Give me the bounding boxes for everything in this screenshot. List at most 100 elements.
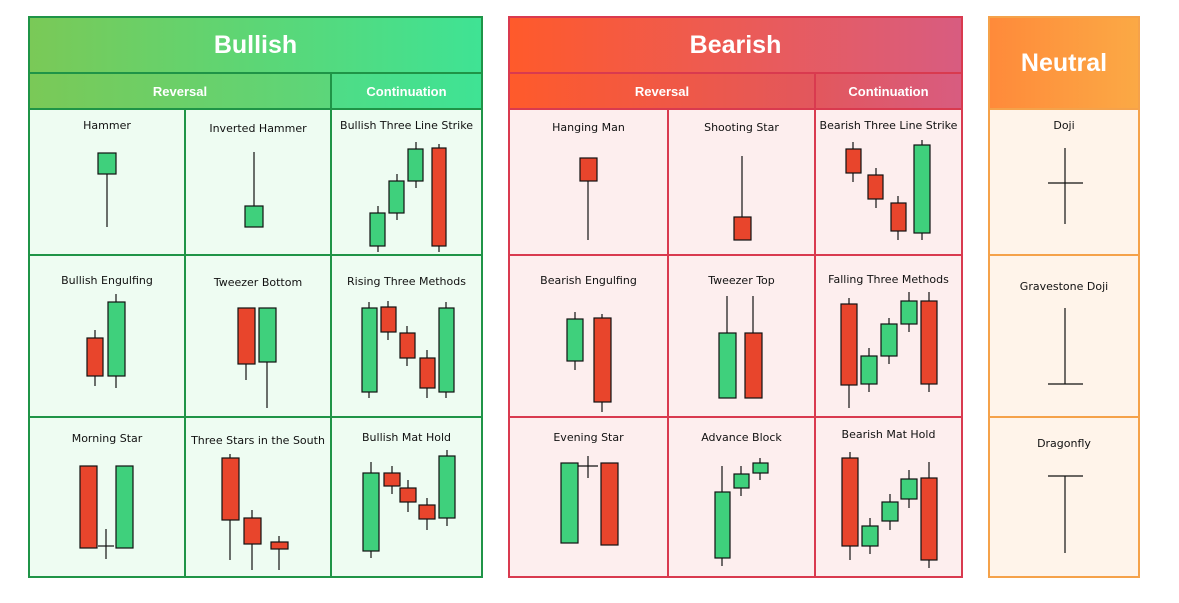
candle-red bbox=[419, 357, 436, 389]
pattern-label: Rising Three Methods bbox=[347, 275, 466, 288]
hanging-man-candles bbox=[579, 157, 598, 240]
candle-red bbox=[383, 472, 401, 487]
candle-red bbox=[221, 457, 240, 521]
bullish-continuation-header: Continuation bbox=[332, 74, 481, 110]
neutral-panel: Neutral Doji Gravestone Doji Dragonfly bbox=[988, 16, 1140, 578]
candle-red bbox=[270, 541, 289, 550]
candle-red bbox=[86, 337, 104, 377]
pattern-label: Shooting Star bbox=[704, 121, 779, 134]
bullish-three-line-strike-candles bbox=[369, 142, 447, 252]
bullish-reversal-label: Reversal bbox=[152, 83, 208, 99]
candle-green bbox=[718, 332, 737, 399]
candle-green bbox=[913, 144, 931, 234]
pattern-bearish-mat-hold: Bearish Mat Hold bbox=[816, 418, 961, 576]
candle-red bbox=[579, 157, 598, 182]
pattern-evening-star: Evening Star bbox=[510, 418, 669, 576]
candle-green bbox=[115, 465, 134, 549]
bearish-title: Bearish bbox=[510, 18, 961, 74]
bearish-continuation-label: Continuation bbox=[848, 83, 929, 99]
pattern-label: Hammer bbox=[83, 119, 131, 132]
pattern-label: Tweezer Top bbox=[708, 274, 775, 287]
pattern-label: Morning Star bbox=[71, 432, 143, 445]
pattern-label: Dragonfly bbox=[1037, 437, 1091, 450]
candle-green bbox=[438, 307, 455, 393]
candle-green bbox=[107, 301, 126, 377]
pattern-label: Bullish Three Line Strike bbox=[340, 119, 473, 132]
pattern-bearish-three-line-strike: Bearish Three Line Strike bbox=[816, 110, 961, 256]
candle-red bbox=[841, 457, 859, 547]
bearish-reversal-header: Reversal bbox=[510, 74, 816, 110]
pattern-bullish-engulfing: Bullish Engulfing bbox=[30, 256, 186, 418]
candle-red bbox=[399, 332, 416, 359]
pattern-hammer: Hammer bbox=[30, 110, 186, 256]
bullish-engulfing-candles bbox=[86, 294, 126, 388]
candle-red bbox=[380, 306, 397, 333]
pattern-doji: Doji bbox=[990, 110, 1138, 256]
candle-green bbox=[560, 462, 579, 544]
pattern-hanging-man: Hanging Man bbox=[510, 110, 669, 256]
doji-candle bbox=[1048, 148, 1083, 224]
shooting-star-candles bbox=[733, 156, 752, 241]
candle-red bbox=[744, 332, 763, 399]
candle-green bbox=[752, 462, 769, 474]
bullish-title-text: Bullish bbox=[213, 30, 298, 59]
pattern-label: Bearish Mat Hold bbox=[841, 428, 936, 441]
candle-green bbox=[97, 152, 117, 175]
pattern-tweezer-top: Tweezer Top bbox=[669, 256, 816, 418]
morning-star-candles bbox=[79, 465, 134, 559]
candle-red bbox=[600, 462, 619, 546]
candle-red bbox=[593, 317, 612, 403]
candle-green bbox=[714, 491, 731, 559]
candle-red bbox=[920, 300, 938, 385]
pattern-bullish-three-line-strike: Bullish Three Line Strike bbox=[332, 110, 481, 256]
bullish-reversal-header: Reversal bbox=[30, 74, 332, 110]
pattern-label: Hanging Man bbox=[552, 121, 625, 134]
tweezer-bottom-candles bbox=[237, 307, 277, 408]
pattern-three-stars-in-the-south: Three Stars in the South bbox=[186, 418, 332, 576]
pattern-label: Bearish Three Line Strike bbox=[819, 119, 958, 132]
candle-green bbox=[388, 180, 405, 214]
pattern-label: Bullish Mat Hold bbox=[362, 431, 451, 444]
pattern-falling-three-methods: Falling Three Methods bbox=[816, 256, 961, 418]
neutral-title-text: Neutral bbox=[1020, 48, 1108, 77]
candle-green bbox=[860, 355, 878, 385]
bearish-title-text: Bearish bbox=[689, 30, 782, 59]
bullish-mat-hold-candles bbox=[362, 450, 456, 558]
pattern-label: Three Stars in the South bbox=[191, 434, 325, 447]
pattern-bullish-mat-hold: Bullish Mat Hold bbox=[332, 418, 481, 576]
candle-green bbox=[258, 307, 277, 363]
candle-green bbox=[880, 323, 898, 357]
pattern-label: Gravestone Doji bbox=[1019, 280, 1109, 293]
inverted-hammer-candles bbox=[244, 152, 264, 228]
candle-red bbox=[840, 303, 858, 386]
pattern-rising-three-methods: Rising Three Methods bbox=[332, 256, 481, 418]
bullish-continuation-label: Continuation bbox=[366, 83, 447, 99]
advance-block-candles bbox=[714, 458, 769, 566]
pattern-bearish-engulfing: Bearish Engulfing bbox=[510, 256, 669, 418]
pattern-shooting-star: Shooting Star bbox=[669, 110, 816, 256]
candle-red bbox=[431, 147, 447, 247]
bearish-continuation-header: Continuation bbox=[816, 74, 961, 110]
hammer-candles bbox=[97, 152, 117, 227]
candle-green bbox=[244, 205, 264, 228]
candle-red bbox=[399, 487, 417, 503]
pattern-label: Inverted Hammer bbox=[209, 122, 307, 135]
candle-green bbox=[900, 478, 918, 500]
candle-green bbox=[438, 455, 456, 519]
candle-red bbox=[845, 148, 862, 174]
pattern-label: Bullish Engulfing bbox=[61, 274, 153, 287]
bearish-mat-hold-candles bbox=[841, 452, 938, 568]
candle-green bbox=[881, 501, 899, 522]
candle-green bbox=[362, 472, 380, 552]
candle-red bbox=[867, 174, 884, 200]
candle-red bbox=[418, 504, 436, 520]
bearish-panel: Bearish Reversal Continuation Hanging Ma… bbox=[508, 16, 963, 578]
candle-red bbox=[79, 465, 98, 549]
bearish-reversal-label: Reversal bbox=[634, 83, 690, 99]
evening-star-candles bbox=[560, 456, 619, 546]
pattern-label: Doji bbox=[1053, 119, 1075, 132]
candle-green bbox=[369, 212, 386, 247]
candle-red bbox=[920, 477, 938, 561]
candle-green bbox=[900, 300, 918, 325]
candle-red bbox=[243, 517, 262, 545]
